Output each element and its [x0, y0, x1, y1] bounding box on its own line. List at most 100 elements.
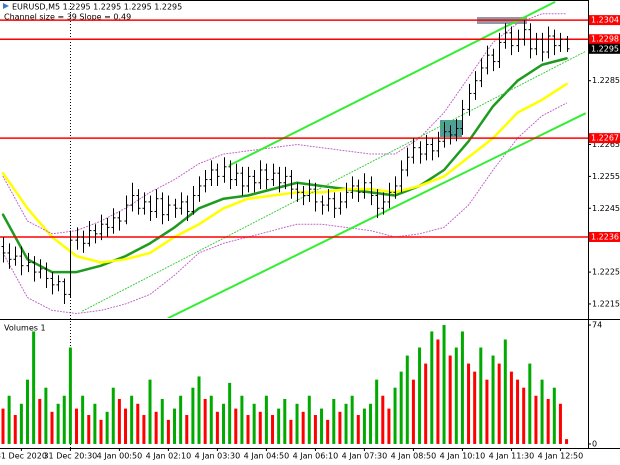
y-tick-label: 0: [592, 439, 597, 448]
volume-bar: [246, 415, 250, 444]
volume-bar: [136, 403, 140, 444]
x-tick-label: 4 Jan 04:50: [244, 452, 290, 461]
y-tick-label: 74: [592, 321, 602, 330]
volume-bar: [479, 347, 483, 444]
volume-bar: [258, 411, 262, 444]
volume-bar: [148, 379, 152, 444]
y-tick-label: 1.2265: [592, 140, 620, 149]
volume-bar: [68, 347, 72, 444]
envelope-line: [2, 102, 568, 315]
level-label: 1.2298: [591, 35, 619, 44]
volume-bar: [424, 363, 428, 444]
volume-bar: [381, 395, 385, 444]
volume-bar: [234, 408, 238, 444]
volume-bar: [362, 408, 366, 444]
y-tick-label: 1.2225: [592, 268, 620, 277]
volume-bar: [332, 398, 336, 444]
volume-bar: [130, 395, 134, 444]
x-tick-label: 4 Jan 10:10: [440, 452, 486, 461]
y-tick-label: 1.2215: [592, 299, 620, 308]
volume-bar: [534, 395, 538, 444]
volume-bar: [350, 395, 354, 444]
x-tick-label: 4 Jan 08:50: [391, 452, 437, 461]
channel-info: Channel size = 39 Slope = 0.49: [4, 13, 131, 22]
channel-line: [82, 51, 586, 312]
chart-title: EURUSD,M5 1.2295 1.2295 1.2295 1.2295: [12, 3, 182, 12]
volume-bar: [565, 439, 569, 444]
volume-bar: [283, 398, 287, 444]
volume-bar: [503, 339, 507, 444]
volume-bar: [62, 395, 66, 444]
volume-bar: [1, 408, 5, 444]
volume-bar: [516, 379, 520, 444]
x-tick-label: 31 Dec 2020: [0, 452, 47, 461]
volume-bar: [399, 371, 403, 444]
volume-bar: [222, 403, 226, 444]
volume-bar: [38, 398, 42, 444]
volume-bar: [289, 419, 293, 444]
volume-bar: [26, 379, 30, 444]
volume-bar: [546, 398, 550, 444]
volume-bar: [558, 403, 562, 444]
volume-bar: [326, 419, 330, 444]
volume-bar: [277, 408, 281, 444]
y-tick-label: 1.2285: [592, 76, 620, 85]
volume-bar: [215, 411, 219, 444]
volume-bar: [405, 355, 409, 444]
y-tick-label: 1.2255: [592, 172, 620, 181]
x-tick-label: 4 Jan 06:10: [293, 452, 339, 461]
volume-bar: [491, 355, 495, 444]
volume-bar: [460, 331, 464, 444]
volume-bar: [50, 411, 54, 444]
volume-bar: [369, 403, 373, 444]
volume-bar: [454, 347, 458, 444]
volume-bar: [522, 387, 526, 444]
volume-bar: [179, 395, 183, 444]
last-price-bg: [589, 43, 620, 54]
volume-bar: [117, 398, 121, 444]
moving-average: [1, 57, 568, 274]
volume-bar: [56, 403, 60, 444]
volume-bar: [497, 363, 501, 444]
volume-bar: [240, 395, 244, 444]
x-tick-label: 4 Jan 03:30: [195, 452, 241, 461]
volume-bar: [173, 408, 177, 444]
volume-bar: [166, 419, 170, 444]
volume-bar: [509, 371, 513, 444]
volume-bar: [387, 408, 391, 444]
volume-bar: [19, 403, 23, 444]
volume-bar: [7, 395, 11, 444]
level-label: 1.2236: [591, 232, 619, 241]
volume-bar: [142, 415, 146, 444]
volume-bar: [124, 408, 128, 444]
volume-bar: [87, 415, 91, 444]
volume-bar: [418, 347, 422, 444]
volume-bar: [154, 411, 158, 444]
last-price-label: 1.2295: [591, 44, 619, 53]
volume-bar: [442, 325, 446, 444]
volume-bar: [32, 331, 36, 444]
volume-bar: [338, 411, 342, 444]
volume-bar: [228, 382, 232, 444]
volume-bar: [191, 387, 195, 444]
x-tick-label: 4 Jan 12:50: [538, 452, 584, 461]
volume-bar: [271, 415, 275, 444]
level-label: 1.2267: [591, 134, 619, 143]
volume-bar: [264, 395, 268, 444]
level-label-bg: [589, 34, 620, 45]
volume-bar: [344, 403, 348, 444]
volume-bar: [313, 415, 317, 444]
volume-bar: [203, 398, 207, 444]
volume-bar: [105, 411, 109, 444]
volume-bar: [448, 355, 452, 444]
volume-bar: [540, 379, 544, 444]
volume-bar: [99, 419, 103, 444]
volume-bar: [356, 415, 360, 444]
volume-bar: [436, 339, 440, 444]
volume-bar: [44, 387, 48, 444]
x-tick-label: 4 Jan 00:50: [97, 452, 143, 461]
volume-bar: [393, 387, 397, 444]
